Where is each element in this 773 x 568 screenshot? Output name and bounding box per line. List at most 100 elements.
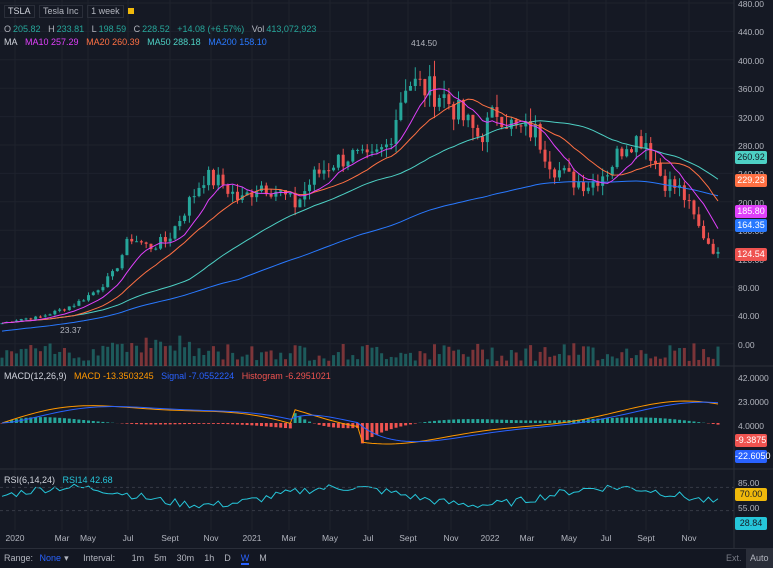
macd-histogram-bar <box>659 418 662 423</box>
volume-bar <box>491 348 494 366</box>
macd-histogram-bar <box>375 423 378 435</box>
volume-bar <box>284 359 287 366</box>
volume-bar <box>342 344 345 366</box>
time-tick-label: Nov <box>443 533 458 543</box>
macd-histogram-bar <box>471 419 474 423</box>
volume-bar <box>289 353 292 366</box>
volume-bar <box>577 355 580 366</box>
macd-histogram-bar <box>270 423 273 427</box>
candle <box>101 287 104 290</box>
volume-bar <box>486 359 489 366</box>
volume-bar <box>92 349 95 366</box>
macd-histogram-bar <box>524 420 527 423</box>
macd-histogram-bar <box>409 423 412 424</box>
candle <box>635 136 638 152</box>
interval-label[interactable]: 1 week <box>87 5 124 18</box>
macd-histogram-bar <box>303 419 306 423</box>
macd-histogram-bar <box>178 423 181 424</box>
volume-bar <box>616 358 619 366</box>
candle <box>664 176 667 191</box>
volume-bar <box>553 356 556 366</box>
volume-bar <box>702 349 705 366</box>
candle <box>29 318 32 319</box>
volume-bar <box>63 348 66 366</box>
candle <box>73 306 76 307</box>
interval-button-1h[interactable]: 1h <box>204 553 214 563</box>
candle <box>707 238 710 244</box>
macd-legend: MACD(12,26,9) MACD -13.3503245 Signal -7… <box>4 370 336 382</box>
macd-histogram-bar <box>414 423 417 424</box>
range-select[interactable]: None <box>40 553 62 563</box>
candle <box>164 237 167 242</box>
candle <box>342 155 345 167</box>
volume-bar <box>106 347 109 366</box>
volume-bar <box>548 357 551 366</box>
candle <box>332 168 335 171</box>
candle <box>68 306 71 310</box>
volume-bar <box>53 354 56 366</box>
volume-bar <box>159 342 162 366</box>
volume-bar <box>457 350 460 366</box>
macd-histogram-bar <box>135 423 138 424</box>
volume-bar <box>611 356 614 366</box>
ma20-line <box>2 99 718 323</box>
volume-bar <box>298 346 301 366</box>
volume-bar <box>202 355 205 366</box>
macd-histogram-bar <box>447 420 450 423</box>
auto-toggle[interactable]: Auto <box>746 549 773 568</box>
ext-toggle[interactable]: Ext. <box>726 549 742 568</box>
macd-histogram-bar <box>395 423 398 428</box>
macd-histogram-bar <box>241 423 244 425</box>
volume-bar <box>164 346 167 366</box>
macd-histogram-bar <box>515 420 518 423</box>
price-chart[interactable] <box>0 0 773 548</box>
candle <box>169 239 172 242</box>
volume-bar <box>1 358 4 366</box>
macd-histogram-bar <box>25 418 28 423</box>
candle <box>130 239 133 241</box>
candle <box>577 182 580 188</box>
candle <box>202 185 205 188</box>
interval-button-5m[interactable]: 5m <box>154 553 167 563</box>
candle <box>659 163 662 175</box>
macd-histogram-bar <box>692 421 695 423</box>
candle <box>544 150 547 162</box>
candle <box>265 186 268 195</box>
volume-bar <box>572 343 575 366</box>
interval-button-1m[interactable]: 1m <box>132 553 145 563</box>
symbol-header: TSLA Tesla Inc 1 week <box>4 5 136 18</box>
macd-label: MACD(12,26,9) <box>4 371 67 381</box>
macd-histogram-bar <box>519 420 522 423</box>
candle <box>173 226 176 238</box>
volume-bar <box>524 349 527 366</box>
candle <box>294 193 297 207</box>
symbol[interactable]: TSLA <box>4 5 35 18</box>
volume-bar <box>596 360 599 366</box>
interval-button-D[interactable]: D <box>224 553 231 563</box>
macd-histogram-bar <box>63 418 66 423</box>
volume-bar <box>539 352 542 366</box>
interval-button-W[interactable]: W <box>241 553 250 565</box>
open-value: 205.82 <box>13 24 41 34</box>
macd-histogram-bar <box>250 423 253 425</box>
candle <box>649 143 652 161</box>
chevron-down-icon[interactable]: ▾ <box>64 553 69 563</box>
price-tick-label: 400.00 <box>738 56 764 66</box>
volume-bar <box>471 350 474 366</box>
macd-histogram-bar <box>697 422 700 423</box>
macd-histogram-bar <box>145 423 148 424</box>
candle <box>231 192 234 194</box>
candle <box>548 162 551 170</box>
macd-histogram-bar <box>159 423 162 424</box>
volume-bar <box>635 355 638 366</box>
candle <box>385 144 388 147</box>
interval-button-M[interactable]: M <box>259 553 267 563</box>
volume-bar <box>303 347 306 366</box>
open-label: O <box>4 24 11 34</box>
macd-histogram-bar <box>164 423 167 424</box>
macd-histogram-bar <box>260 423 263 426</box>
volume-bar <box>183 347 186 366</box>
interval-button-30m[interactable]: 30m <box>177 553 195 563</box>
